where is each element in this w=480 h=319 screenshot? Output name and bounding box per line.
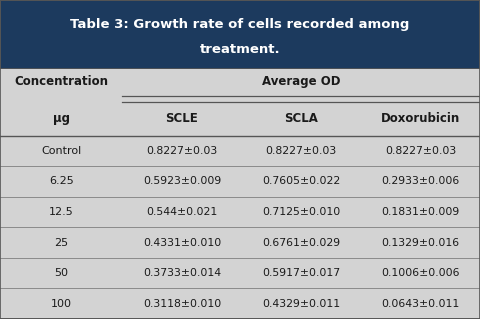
Text: 100: 100 [51, 299, 72, 309]
Text: 0.1006±0.006: 0.1006±0.006 [381, 268, 460, 278]
Bar [0, 258, 480, 288]
Text: 0.1329±0.016: 0.1329±0.016 [381, 238, 459, 248]
Text: Table 3: Growth rate of cells recorded among: Table 3: Growth rate of cells recorded a… [70, 18, 410, 31]
Text: 0.7605±0.022: 0.7605±0.022 [262, 176, 340, 186]
Text: SCLA: SCLA [284, 112, 318, 125]
Text: 0.8227±0.03: 0.8227±0.03 [265, 146, 337, 156]
Bar [0, 102, 480, 136]
Text: Average OD: Average OD [262, 76, 340, 88]
Text: 0.6761±0.029: 0.6761±0.029 [262, 238, 340, 248]
Text: 0.0643±0.011: 0.0643±0.011 [381, 299, 459, 309]
Bar [0, 69, 480, 102]
Bar [0, 136, 480, 166]
Text: 25: 25 [54, 238, 68, 248]
Text: 0.4329±0.011: 0.4329±0.011 [262, 299, 340, 309]
Text: 50: 50 [54, 268, 68, 278]
Bar [0, 197, 480, 227]
Text: 0.7125±0.010: 0.7125±0.010 [262, 207, 340, 217]
Text: Doxorubicin: Doxorubicin [381, 112, 460, 125]
Bar [0, 0, 480, 69]
Bar [0, 288, 480, 319]
Text: Concentration: Concentration [14, 76, 108, 88]
Text: 0.544±0.021: 0.544±0.021 [146, 207, 217, 217]
Text: 0.5923±0.009: 0.5923±0.009 [143, 176, 221, 186]
Text: 0.1831±0.009: 0.1831±0.009 [381, 207, 459, 217]
Text: 0.3118±0.010: 0.3118±0.010 [143, 299, 221, 309]
Text: μg: μg [53, 112, 70, 125]
Text: 12.5: 12.5 [49, 207, 73, 217]
Text: 0.4331±0.010: 0.4331±0.010 [143, 238, 221, 248]
Text: 0.8227±0.03: 0.8227±0.03 [385, 146, 456, 156]
Bar [0, 227, 480, 258]
Bar [0, 166, 480, 197]
Text: 0.5917±0.017: 0.5917±0.017 [262, 268, 340, 278]
Text: Control: Control [41, 146, 81, 156]
Text: treatment.: treatment. [200, 43, 280, 56]
Text: 0.2933±0.006: 0.2933±0.006 [381, 176, 459, 186]
Text: 0.3733±0.014: 0.3733±0.014 [143, 268, 221, 278]
Text: 0.8227±0.03: 0.8227±0.03 [146, 146, 217, 156]
Text: SCLE: SCLE [166, 112, 198, 125]
Text: 6.25: 6.25 [49, 176, 73, 186]
